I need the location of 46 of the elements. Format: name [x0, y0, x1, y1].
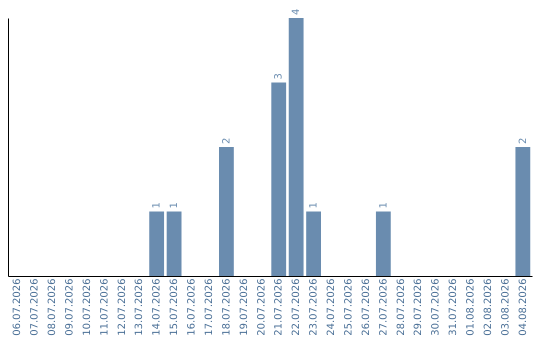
x-tick-label: 21.07.2026 [274, 278, 285, 336]
x-tick-label: 14.07.2026 [152, 278, 163, 336]
bar [149, 212, 164, 276]
x-tick-label: 03.08.2026 [500, 278, 512, 336]
x-tick-label: 11.07.2026 [99, 278, 110, 336]
bar [218, 147, 234, 276]
x-tick-label: 30.07.2026 [430, 278, 442, 336]
x-tick-label: 04.08.2026 [518, 278, 529, 336]
x-tick-label: 22.07.2026 [291, 278, 302, 336]
x-tick-label: 25.07.2026 [343, 278, 354, 336]
bar [376, 212, 391, 276]
data-label: 1 [308, 202, 320, 208]
x-tick-label: 20.07.2026 [256, 278, 268, 336]
bar [306, 212, 322, 276]
data-label: 3 [274, 73, 285, 80]
x-tick-label: 15.07.2026 [169, 278, 180, 336]
data-label: 1 [378, 202, 390, 208]
x-tick-label: 23.07.2026 [308, 278, 320, 336]
x-tick-label: 10.07.2026 [82, 278, 93, 336]
data-label: 1 [169, 202, 180, 208]
x-tick-label: 13.07.2026 [134, 278, 146, 336]
x-tick-label: 29.07.2026 [413, 278, 424, 336]
data-label: 2 [518, 138, 529, 144]
x-tick-label: 08.07.2026 [47, 278, 58, 336]
x-tick-label: 17.07.2026 [204, 278, 215, 336]
x-tick-label: 07.07.2026 [30, 278, 41, 336]
bar [166, 212, 182, 276]
bar [288, 18, 304, 276]
x-tick-label: 24.07.2026 [326, 278, 338, 336]
data-label: 4 [291, 8, 302, 15]
x-tick-label: 16.07.2026 [186, 278, 198, 336]
x-tick-label: 18.07.2026 [221, 278, 232, 336]
x-tick-label: 28.07.2026 [396, 278, 407, 336]
x-tick-label: 12.07.2026 [116, 278, 128, 336]
x-tick-label: 02.08.2026 [482, 278, 494, 336]
x-tick-label: 09.07.2026 [64, 278, 76, 336]
bar [515, 147, 530, 276]
x-tick-label: 01.08.2026 [466, 278, 477, 336]
x-tick-label: 27.07.2026 [378, 278, 390, 336]
x-tick-label: 19.07.2026 [238, 278, 250, 336]
bar [271, 82, 286, 276]
x-tick-label: 31.07.2026 [448, 278, 460, 336]
data-label: 2 [221, 138, 232, 144]
x-tick-label: 26.07.2026 [360, 278, 372, 336]
x-tick-label: 06.07.2026 [12, 278, 24, 336]
data-label: 1 [152, 202, 163, 208]
